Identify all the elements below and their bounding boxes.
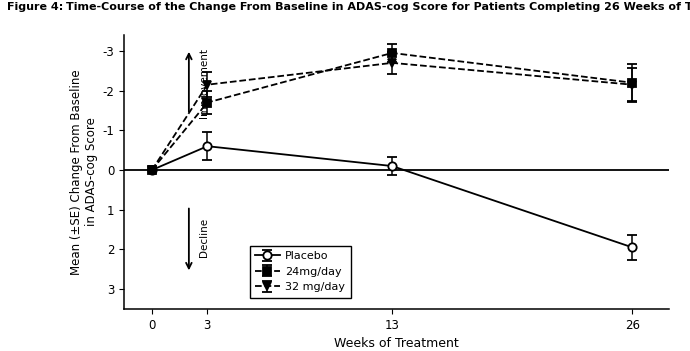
- Text: Figure 4:: Figure 4:: [7, 2, 63, 12]
- Y-axis label: Mean (±SE) Change From Baseline
in ADAS-cog Score: Mean (±SE) Change From Baseline in ADAS-…: [70, 69, 99, 275]
- X-axis label: Weeks of Treatment: Weeks of Treatment: [335, 337, 459, 350]
- Text: Time-Course of the Change From Baseline in ADAS-cog Score for Patients Completin: Time-Course of the Change From Baseline …: [66, 2, 690, 12]
- Text: Improvement: Improvement: [199, 48, 209, 118]
- Legend: Placebo, 24mg/day, 32 mg/day: Placebo, 24mg/day, 32 mg/day: [250, 246, 351, 298]
- Text: Decline: Decline: [199, 218, 209, 257]
